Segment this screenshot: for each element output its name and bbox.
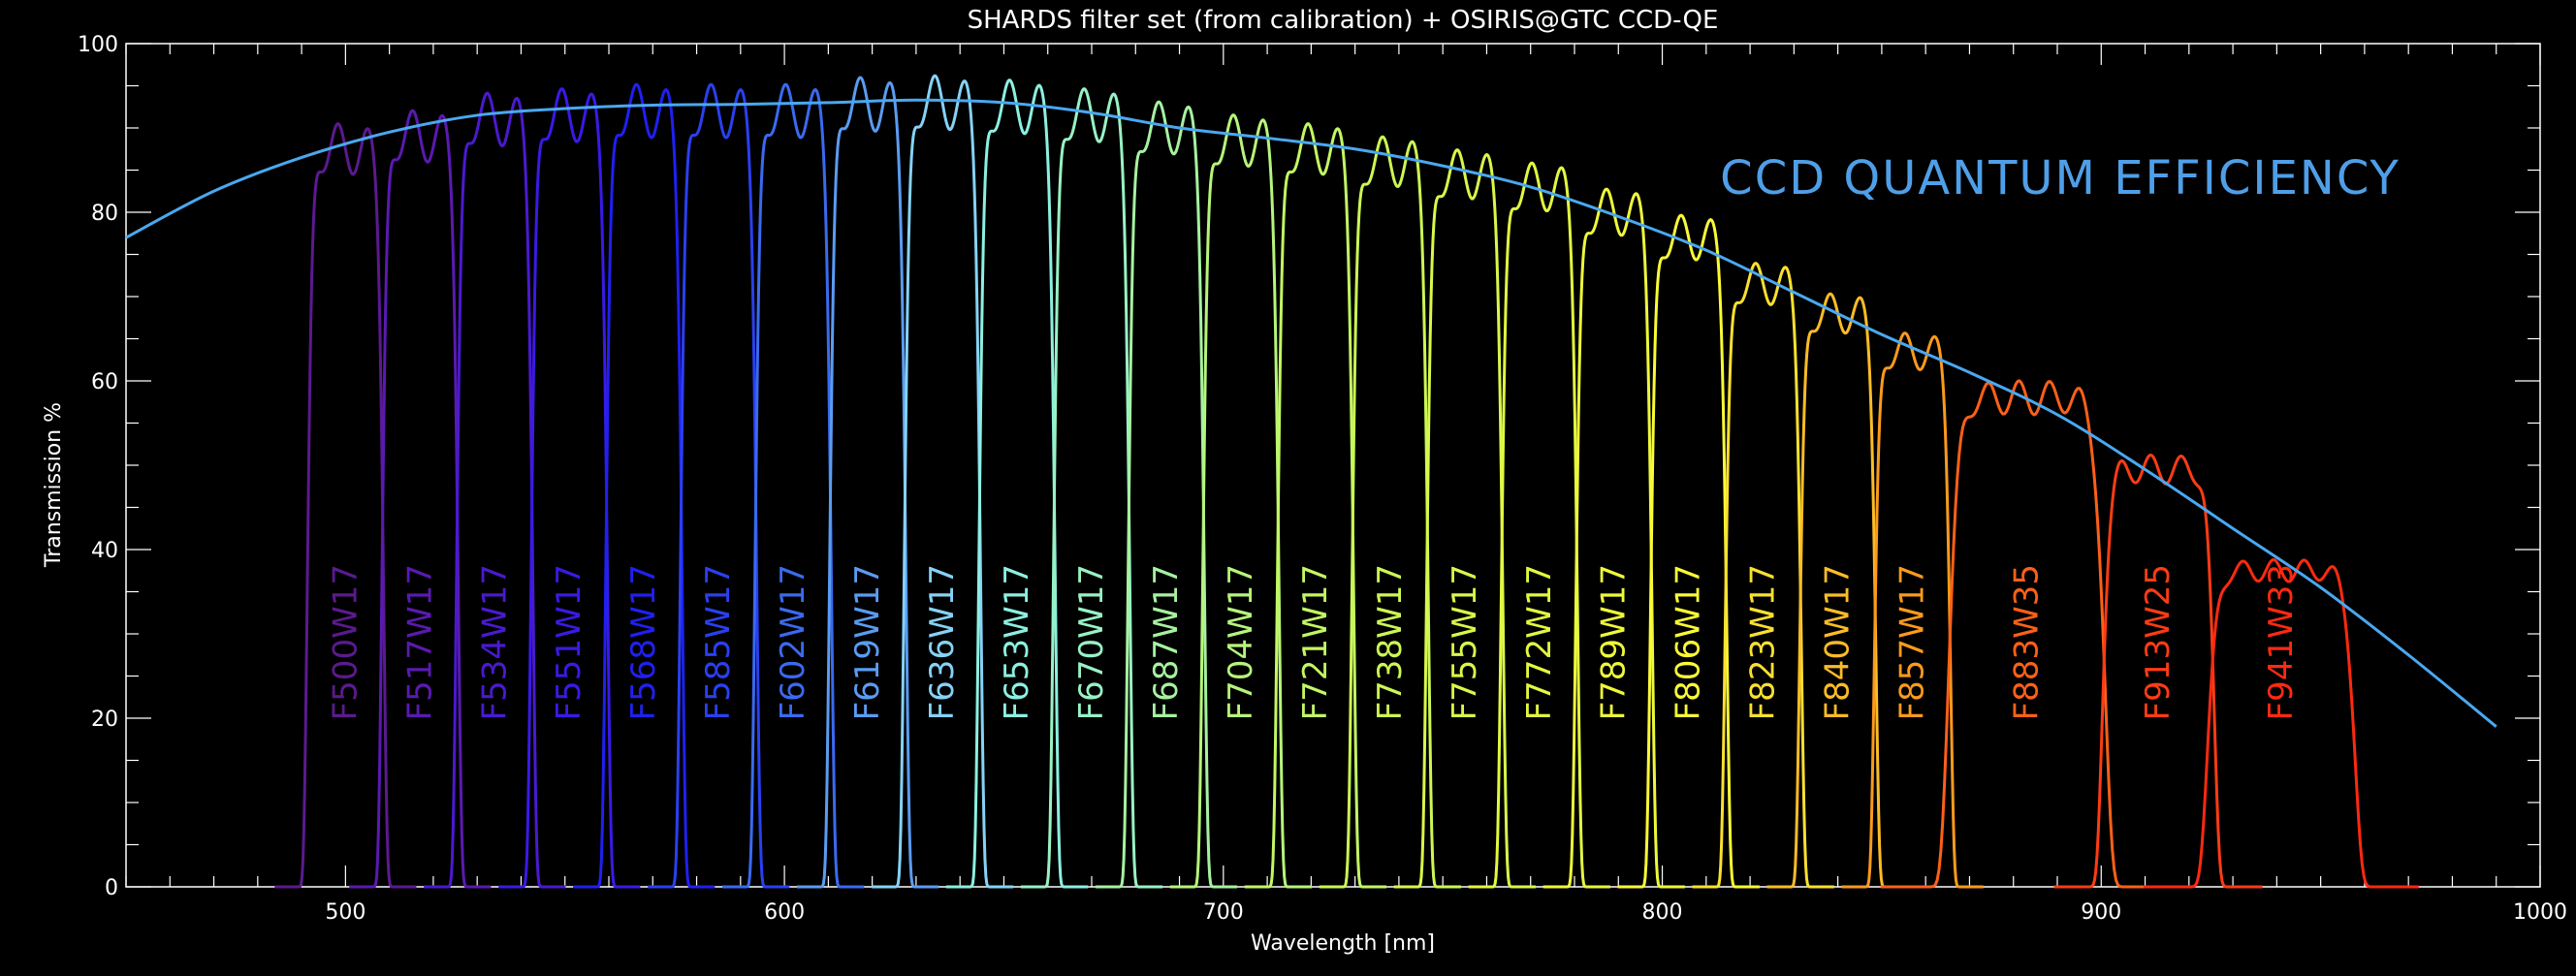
filter-label-f653w17: F653W17 (998, 564, 1036, 720)
filter-curve-f517w17 (349, 109, 492, 889)
filter-label-f755w17: F755W17 (1446, 564, 1484, 720)
filter-label-f789w17: F789W17 (1595, 564, 1634, 720)
y-tick-label: 100 (78, 33, 118, 57)
y-tick-label: 0 (105, 876, 118, 900)
filter-label-f704w17: F704W17 (1222, 564, 1260, 720)
filter-curve-f619w17 (796, 76, 939, 889)
filter-label-f585w17: F585W17 (699, 564, 738, 720)
filter-curve-f704w17 (1169, 113, 1313, 889)
filter-curve-f585w17 (648, 82, 790, 889)
y-tick-label: 60 (91, 370, 118, 394)
filter-label-f670w17: F670W17 (1072, 564, 1111, 720)
x-tick-label: 800 (1642, 900, 1683, 925)
x-tick-label: 700 (1203, 900, 1244, 925)
filter-curve-f738w17 (1319, 135, 1461, 889)
filter-label-f721w17: F721W17 (1296, 564, 1335, 720)
filter-label-f840w17: F840W17 (1819, 564, 1858, 720)
filter-label-f738w17: F738W17 (1371, 564, 1410, 720)
filter-curve-f653w17 (945, 79, 1089, 889)
filter-label-f823w17: F823W17 (1744, 564, 1783, 720)
filter-curve-f670w17 (1020, 87, 1163, 889)
filter-label-f857w17: F857W17 (1893, 564, 1932, 720)
filter-curve-f500w17 (274, 122, 417, 889)
filter-curves-group (125, 74, 2497, 889)
filter-label-f883w35: F883W35 (2007, 564, 2046, 720)
ccd-qe-curve (125, 98, 2497, 728)
filter-label-f551w17: F551W17 (550, 564, 588, 720)
filter-label-f568w17: F568W17 (624, 564, 663, 720)
filter-curve-f687w17 (1095, 100, 1238, 889)
filter-label-f687w17: F687W17 (1147, 564, 1186, 720)
filter-curve-f857w17 (1841, 331, 1984, 889)
y-tick-label: 20 (91, 708, 118, 732)
filter-curve-f602w17 (722, 82, 865, 889)
x-tick-label: 500 (325, 900, 366, 925)
chart-title: SHARDS filter set (from calibration) + O… (968, 6, 1719, 35)
filter-labels-group: F500W17 F517W17 F534W17 F551W17 F568W17 F585W… (326, 564, 2301, 720)
filter-curve-f941w33 (2143, 558, 2419, 889)
filter-label-f517w17: F517W17 (400, 564, 439, 720)
filter-label-f534w17: F534W17 (475, 564, 514, 720)
filter-curve-f721w17 (1244, 122, 1387, 889)
filter-label-f806w17: F806W17 (1670, 564, 1708, 720)
filter-curve-f755w17 (1393, 148, 1536, 889)
y-axis-label: Transmission % (42, 402, 66, 568)
filter-label-f913w25: F913W25 (2139, 564, 2178, 720)
filter-label-f636w17: F636W17 (923, 564, 962, 720)
filter-label-f619w17: F619W17 (848, 564, 887, 720)
ccd-qe-annotation: CCD QUANTUM EFFICIENCY (1720, 151, 2401, 205)
x-axis-label: Wavelength [nm] (1251, 931, 1435, 956)
filter-curve-f551w17 (498, 87, 641, 889)
filter-curve-f913w25 (2053, 453, 2263, 889)
filter-curve-f806w17 (1617, 213, 1760, 889)
x-tick-label: 900 (2081, 900, 2121, 925)
x-tick-label: 600 (764, 900, 805, 925)
filter-label-f602w17: F602W17 (774, 564, 812, 720)
filter-label-f500w17: F500W17 (326, 564, 365, 720)
filter-curve-f772w17 (1468, 161, 1610, 889)
filter-curve-f823w17 (1692, 262, 1834, 889)
y-tick-label: 80 (91, 202, 118, 226)
filter-curve-f534w17 (424, 91, 566, 889)
filter-curve-f568w17 (573, 82, 716, 889)
filter-curve-f789w17 (1542, 187, 1685, 889)
y-tick-label: 40 (91, 539, 118, 563)
filter-curve-f636w17 (871, 74, 1014, 889)
axes-group: 500 600 700 800 900 1000 0 20 40 60 80 100 (78, 33, 2567, 925)
filter-label-f772w17: F772W17 (1520, 564, 1559, 720)
filter-label-f941w33: F941W33 (2262, 564, 2301, 720)
x-tick-label: 1000 (2513, 900, 2567, 925)
